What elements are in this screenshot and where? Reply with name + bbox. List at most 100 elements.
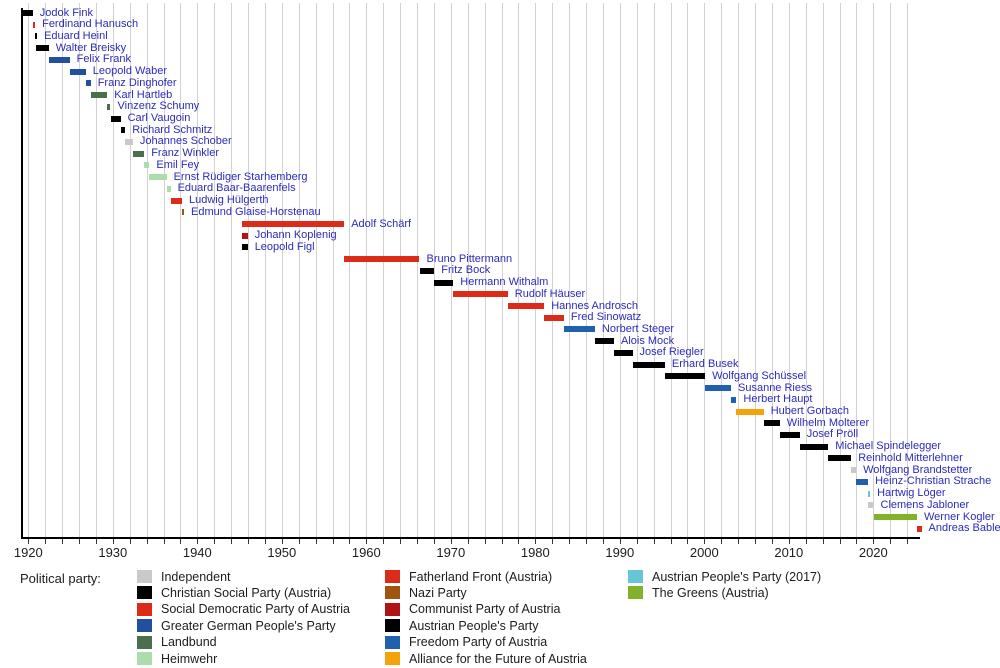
gridline [501,3,503,537]
person-name-link[interactable]: Emil Fey [156,158,200,171]
axis-tick [298,538,300,544]
legend-swatch [137,602,152,616]
gridline [602,3,604,537]
axis-tick [619,538,621,544]
person-name-link[interactable]: Jodok Fink [39,6,93,19]
person-name-link[interactable]: Werner Kogler [924,510,995,523]
person-name-link[interactable]: Andreas Babler [928,522,1000,535]
person-name-link[interactable]: Josef Pröll [806,428,859,441]
person-name-link[interactable]: Norbert Steger [601,322,675,335]
person-name-link[interactable]: Clemens Jabloner [880,498,970,511]
person-term-bar [594,338,614,345]
legend-item-label: Social Democratic Party of Austria [161,602,350,617]
person-name-link[interactable]: Michael Spindelegger [835,440,942,453]
axis-tick [636,538,638,544]
person-name-link[interactable]: Carl Vaugoin [127,112,191,124]
y-axis-line [21,8,23,537]
person-name-link[interactable]: Walter Breisky [55,41,127,54]
axis-tick [264,538,266,544]
person-name-link[interactable]: Johann Koplenig [254,229,337,242]
person-name-link[interactable]: Wolfgang Brandstetter [863,463,973,476]
person-name-link[interactable]: Wolfgang Schüssel [712,369,807,382]
person-term-bar [120,127,126,134]
legend-swatch [385,635,400,649]
legend-swatch [137,652,152,665]
person-term-bar [868,490,871,497]
axis-tick [484,538,486,544]
person-name-link[interactable]: Karl Hartleb [114,88,173,101]
person-term-bar [563,326,595,333]
person-name-link[interactable]: Bruno Pittermann [426,252,513,265]
person-term-bar [242,232,248,239]
person-name-link[interactable]: Hubert Gorbach [770,405,849,417]
person-term-bar [917,525,922,532]
axis-tick [197,538,199,544]
axis-tick [248,538,249,544]
gridline [281,3,283,537]
person-name-link[interactable]: Johannes Schober [139,135,232,148]
person-term-bar [434,279,454,286]
person-name-link[interactable]: Hartwig Löger [877,487,946,499]
person-term-bar [736,408,764,415]
person-name-link[interactable]: Fred Sinowatz [570,311,642,324]
gridline [535,3,537,537]
gridline [636,3,638,537]
person-name-link[interactable]: Richard Schmitz [132,123,213,136]
gridline [28,3,30,537]
person-name-link[interactable]: Rudolf Häuser [514,287,586,300]
person-name-link[interactable]: Adolf Schärf [351,217,412,230]
person-name-link[interactable]: Herbert Haupt [743,393,813,406]
person-name-link[interactable]: Fritz Bock [441,264,491,277]
person-name-link[interactable]: Franz Dinghofer [97,76,177,89]
legend-item-label: Independent [161,569,231,584]
axis-tick [856,538,858,544]
person-name-link[interactable]: Susanne Riess [738,381,812,394]
person-name-link[interactable]: Leopold Figl [254,240,315,253]
person-term-bar [731,396,737,403]
person-name-link[interactable]: Felix Frank [76,53,131,66]
person-name-link[interactable]: Leopold Waber [92,65,167,78]
person-name-link[interactable]: Ferdinand Hanusch [42,18,139,31]
person-name-link[interactable]: Heinz-Christian Strache [875,475,992,488]
axis-tick-label: 1940 [182,545,212,560]
gridline [771,3,773,537]
person-term-bar [632,361,665,368]
legend-item-label: Alliance for the Future of Austria [409,651,587,666]
axis-tick [129,538,131,544]
person-term-bar [48,56,70,63]
person-name-link[interactable]: Erhard Busek [671,358,739,371]
person-term-bar [85,80,91,87]
axis-tick [738,538,740,544]
axis-tick-label: 1970 [436,545,466,560]
person-name-link[interactable]: Hannes Androsch [551,299,639,312]
person-name-link[interactable]: Wilhelm Molterer [786,416,870,429]
person-name-link[interactable]: Alois Mock [621,334,675,347]
axis-tick [214,538,216,544]
gridline [873,3,875,537]
axis-tick-label: 1920 [13,545,43,560]
person-name-link[interactable]: Franz Winkler [151,147,220,160]
axis-tick [281,538,283,544]
axis-tick [28,538,30,544]
person-name-link[interactable]: Ludwig Hülgerth [189,194,269,206]
legend-swatch [137,619,152,633]
axis-tick [163,538,165,544]
person-name-link[interactable]: Edmund Glaise-Horstenau [191,205,321,218]
axis-tick [873,538,875,544]
person-name-link[interactable]: Eduard Baar-Baarenfels [177,182,296,195]
gridline [45,3,47,537]
person-name-link[interactable]: Reinhold Mitterlehner [858,451,963,464]
gridline [687,3,689,537]
person-name-link[interactable]: Josef Riegler [639,346,704,359]
axis-tick [383,538,385,544]
person-name-link[interactable]: Vinzenz Schumy [117,100,200,113]
gridline [704,3,706,537]
person-term-bar [182,209,184,216]
person-name-link[interactable]: Eduard Heinl [44,29,108,42]
person-name-link[interactable]: Ernst Rüdiger Starhemberg [173,170,308,183]
gridline [788,3,790,537]
axis-tick [805,538,807,544]
person-term-bar [32,21,36,28]
legend-item-label: Christian Social Party (Austria) [161,585,332,600]
person-name-link[interactable]: Hermann Withalm [460,276,549,289]
